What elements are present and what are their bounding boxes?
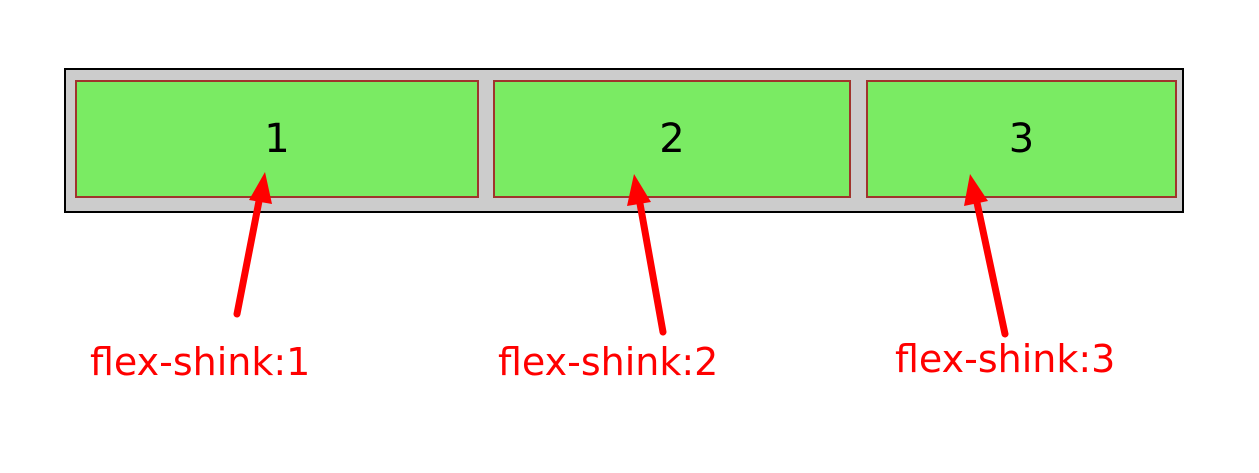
annotation-label-3: flex-shink:3 bbox=[895, 337, 1116, 381]
flex-container: 1 2 3 bbox=[64, 68, 1184, 213]
flex-item-2-number: 2 bbox=[659, 116, 685, 162]
flex-item-2: 2 bbox=[493, 80, 851, 198]
flex-item-3-number: 3 bbox=[1008, 116, 1035, 162]
flex-item-1: 1 bbox=[75, 80, 479, 198]
annotation-label-1: flex-shink:1 bbox=[90, 340, 311, 384]
flex-item-1-number: 1 bbox=[264, 116, 290, 162]
annotation-label-2: flex-shink:2 bbox=[498, 340, 719, 384]
flex-item-3: 3 bbox=[866, 80, 1177, 198]
